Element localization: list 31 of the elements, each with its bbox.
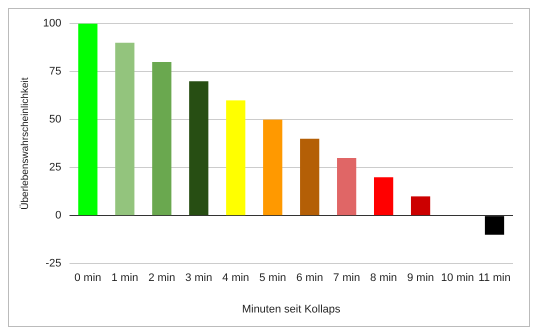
y-axis-title: Überlebenswahrscheinlichkeit <box>18 77 31 210</box>
x-tick-label: 5 min <box>259 272 286 284</box>
x-tick-label: 11 min <box>478 272 511 284</box>
x-tick-label: 8 min <box>370 272 398 284</box>
bar <box>484 216 504 235</box>
bar <box>374 177 394 216</box>
x-tick-label: 3 min <box>185 272 212 284</box>
y-tick-label: 50 <box>49 114 62 126</box>
x-tick-label: 10 min <box>441 272 474 284</box>
y-tick-label: 75 <box>49 66 62 78</box>
y-tick-label: -25 <box>45 258 62 270</box>
x-tick-label: 4 min <box>222 272 250 284</box>
bar <box>115 42 134 216</box>
bar <box>300 138 320 216</box>
bar <box>263 120 282 216</box>
x-tick-label: 6 min <box>296 272 324 284</box>
bar <box>152 62 172 216</box>
x-tick-label: 9 min <box>407 272 434 284</box>
x-tick-label: 0 min <box>74 272 102 284</box>
bar <box>337 158 356 216</box>
bar <box>189 81 208 216</box>
y-tick-label: 25 <box>49 162 62 174</box>
bar <box>78 24 98 216</box>
x-tick-label: 7 min <box>333 272 360 284</box>
x-axis-title: Minuten seit Kollaps <box>242 303 341 316</box>
x-tick-label: 1 min <box>111 272 138 284</box>
y-tick-label: 0 <box>55 210 62 222</box>
y-tick-label: 100 <box>42 18 62 30</box>
x-tick-label: 2 min <box>148 272 176 284</box>
bar <box>410 196 430 216</box>
bar <box>226 100 246 216</box>
